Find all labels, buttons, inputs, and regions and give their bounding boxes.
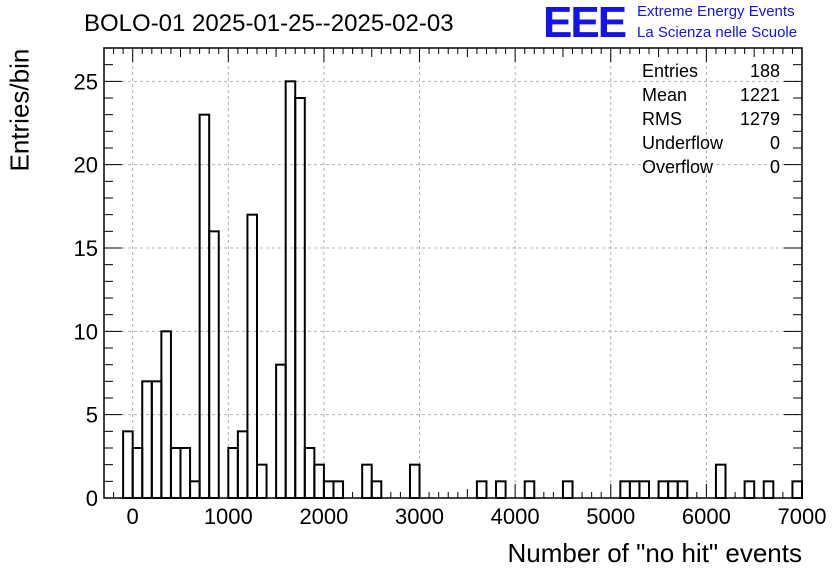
stats-row-entries: Entries 188 bbox=[642, 60, 780, 84]
histogram-bin bbox=[294, 97, 306, 499]
stats-label: Entries bbox=[642, 61, 699, 81]
x-tick-label: 3000 bbox=[395, 504, 444, 529]
stats-row-rms: RMS 1279 bbox=[642, 108, 780, 132]
histogram-bin bbox=[255, 463, 268, 499]
stats-value: 0 bbox=[769, 133, 780, 153]
stats-row-underflow: Underflow 0 bbox=[642, 132, 780, 156]
histogram-bin bbox=[275, 363, 287, 499]
histogram-bin bbox=[150, 380, 163, 500]
x-tick-label: 7000 bbox=[778, 504, 827, 529]
histogram-bin bbox=[332, 480, 345, 500]
stats-box: Entries 188 Mean 1221 RMS 1279 Underflow… bbox=[642, 60, 780, 180]
histogram-bin bbox=[208, 230, 220, 499]
histogram-bin bbox=[495, 480, 507, 500]
x-axis-label: Number of "no hit" events bbox=[507, 538, 803, 568]
histogram-bin bbox=[236, 430, 249, 500]
histogram-bin bbox=[169, 447, 182, 499]
histogram-bin bbox=[762, 480, 775, 500]
histogram-bin bbox=[198, 113, 211, 500]
logo-line-2: La Scienza nelle Scuole bbox=[637, 24, 798, 41]
histogram-bin bbox=[475, 480, 488, 500]
histogram-bin bbox=[370, 480, 383, 500]
eee-logo: EEE bbox=[543, 0, 627, 47]
stats-label: Underflow bbox=[642, 133, 724, 153]
y-tick-label: 0 bbox=[86, 486, 98, 511]
stats-row-mean: Mean 1221 bbox=[642, 84, 780, 108]
stats-label: RMS bbox=[642, 109, 682, 129]
histogram-bin bbox=[131, 447, 144, 499]
y-tick-label: 5 bbox=[86, 403, 98, 428]
stats-value: 188 bbox=[749, 61, 780, 81]
stats-value: 1279 bbox=[739, 109, 780, 129]
stats-value: 1221 bbox=[739, 85, 780, 105]
stats-value: 0 bbox=[769, 157, 780, 177]
x-tick-label: 5000 bbox=[586, 504, 635, 529]
stats-label: Overflow bbox=[642, 157, 714, 177]
histogram-bin bbox=[657, 480, 670, 500]
x-tick-label: 0 bbox=[127, 504, 139, 529]
histogram-bin bbox=[179, 447, 192, 499]
histogram-bin bbox=[284, 80, 297, 499]
histogram-bin bbox=[189, 480, 201, 500]
histogram-bin bbox=[227, 447, 239, 499]
histogram-bin bbox=[322, 480, 335, 500]
histogram-bin bbox=[122, 430, 134, 500]
histogram-bin bbox=[714, 463, 727, 499]
histogram-bin bbox=[246, 213, 258, 500]
histogram-bin bbox=[667, 480, 679, 500]
y-tick-label: 25 bbox=[74, 69, 98, 94]
histogram-bin bbox=[638, 480, 651, 500]
histogram-bin bbox=[141, 380, 153, 500]
histogram-bin bbox=[791, 480, 803, 500]
plot-frame bbox=[103, 47, 803, 499]
logo-line-1: Extreme Energy Events bbox=[637, 3, 795, 20]
x-tick-label: 2000 bbox=[299, 504, 348, 529]
x-tick-label: 6000 bbox=[682, 504, 731, 529]
histogram-bin bbox=[676, 480, 689, 500]
y-tick-label: 10 bbox=[74, 319, 98, 344]
histogram-bin bbox=[361, 463, 373, 499]
y-axis-label: Entries/bin bbox=[4, 48, 35, 172]
histogram-bin bbox=[303, 447, 316, 499]
histogram-bin bbox=[523, 480, 536, 500]
histogram-bin bbox=[619, 480, 631, 500]
x-tick-label: 4000 bbox=[491, 504, 540, 529]
stats-row-overflow: Overflow 0 bbox=[642, 156, 780, 180]
histogram-bin bbox=[408, 463, 421, 499]
histogram-bin bbox=[561, 480, 574, 500]
histogram-bin bbox=[743, 480, 756, 500]
histogram-bin bbox=[313, 463, 325, 499]
y-tick-label: 15 bbox=[74, 236, 98, 261]
y-tick-label: 20 bbox=[74, 153, 98, 178]
chart-title: BOLO-01 2025-01-25--2025-02-03 bbox=[84, 10, 454, 37]
x-tick-label: 1000 bbox=[204, 504, 253, 529]
stats-label: Mean bbox=[642, 85, 688, 105]
histogram-bin bbox=[628, 480, 641, 500]
